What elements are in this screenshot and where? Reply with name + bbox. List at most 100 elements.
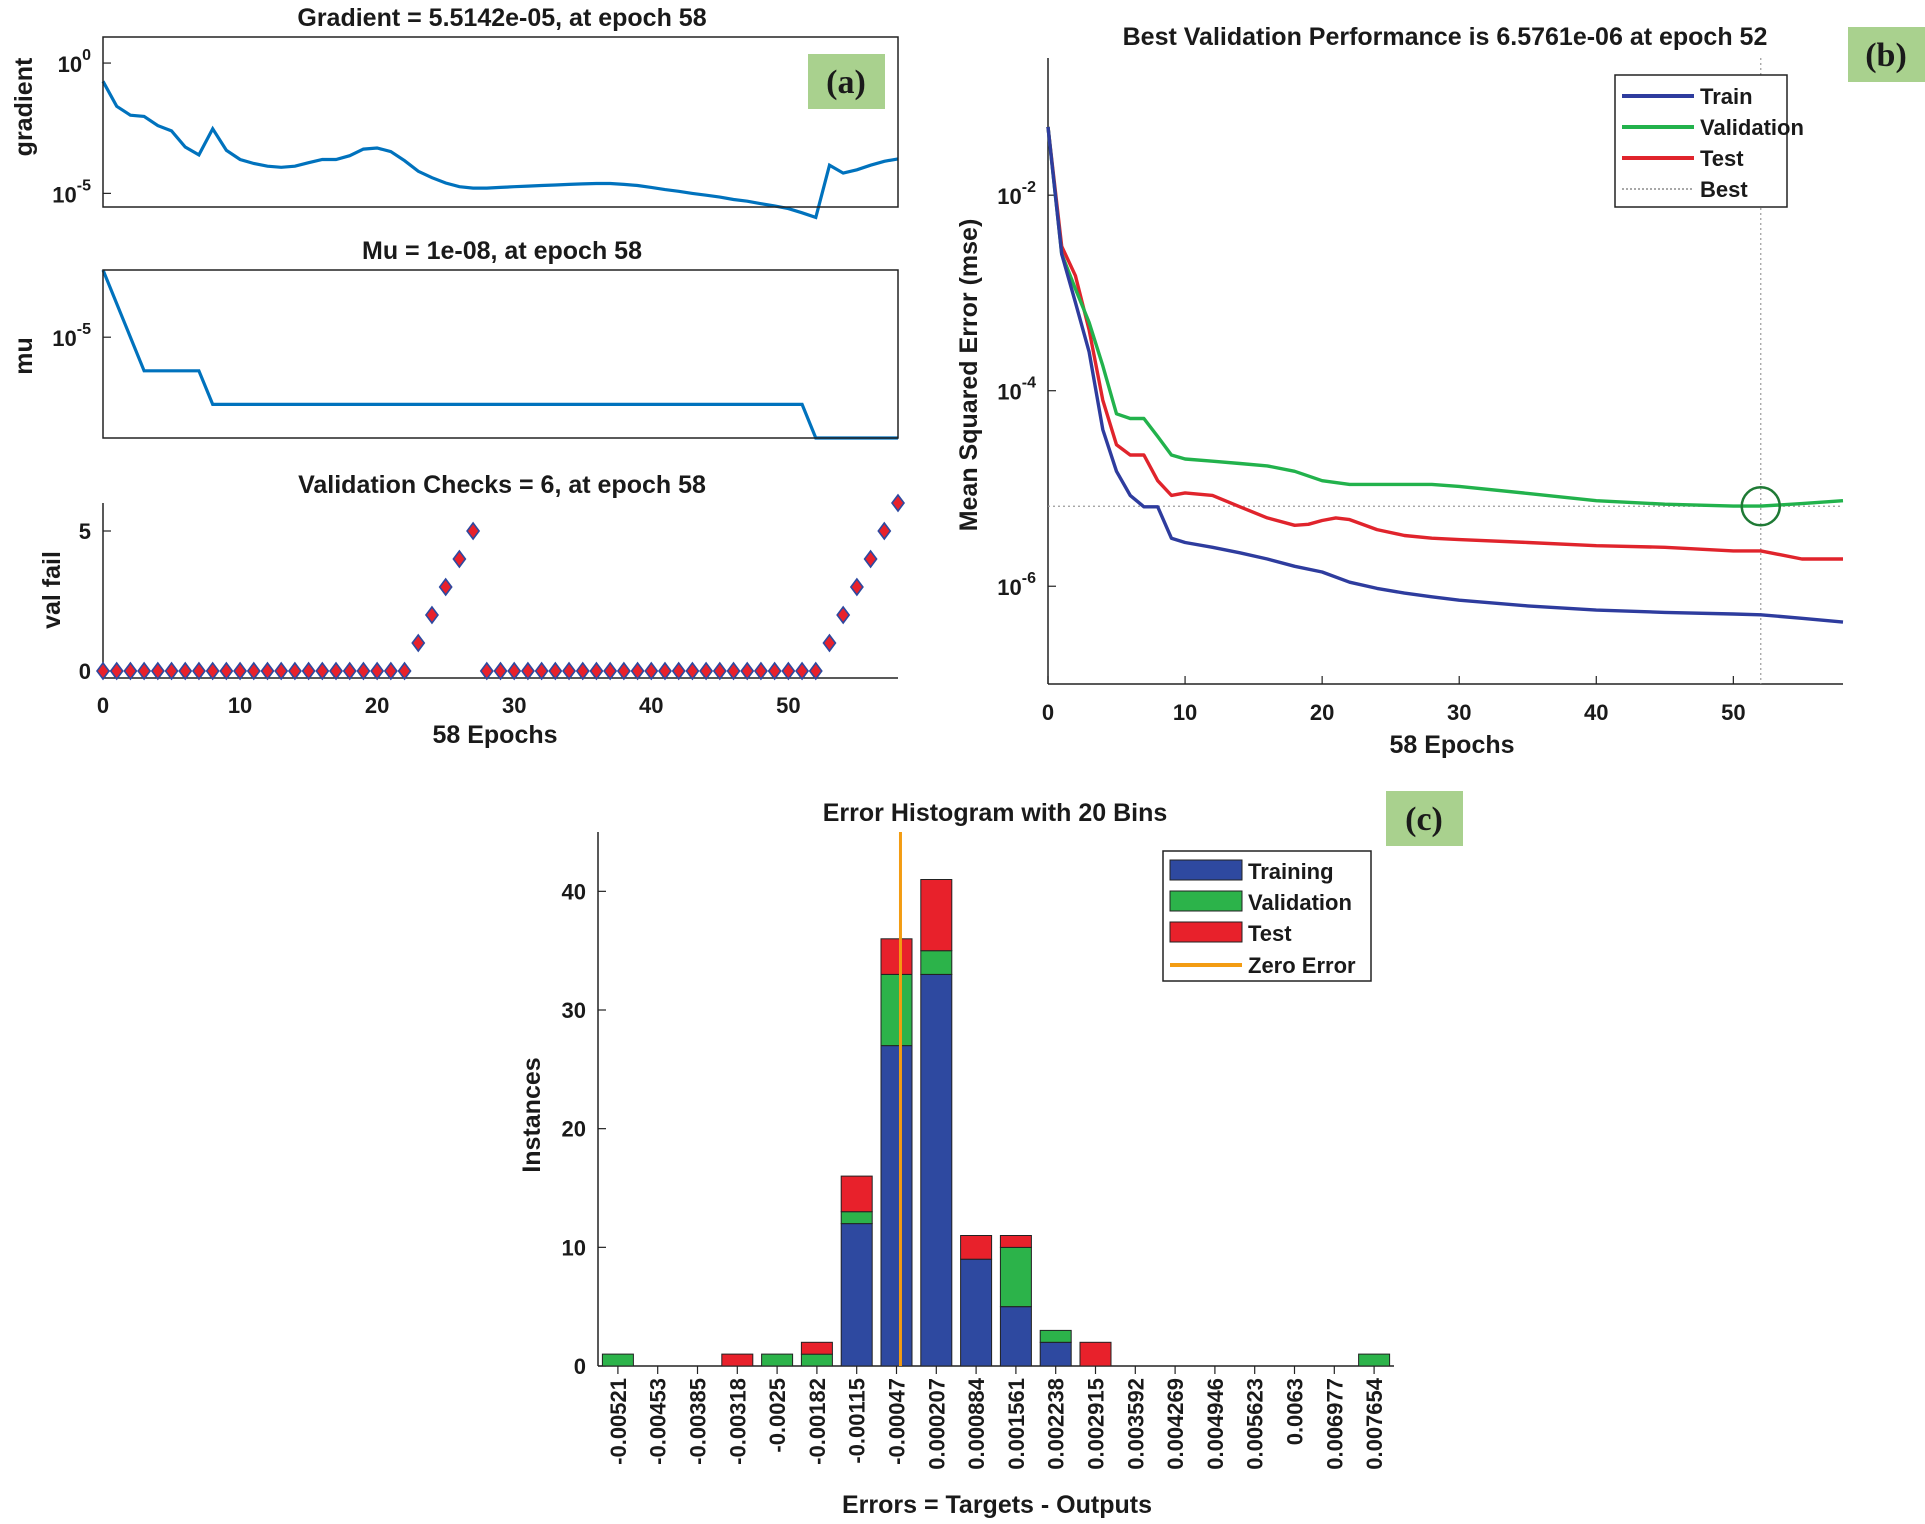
histogram-bar-test	[960, 1235, 993, 1260]
valchecks-marker	[233, 661, 248, 681]
valchecks-marker	[589, 661, 604, 681]
legend-validation-label-hist: Validation	[1248, 890, 1352, 915]
legend-training-swatch	[1169, 859, 1243, 881]
performance-ytick-label-0: 10-2	[997, 179, 1036, 209]
valchecks-marker	[795, 661, 810, 681]
performance-series-test	[1046, 126, 1843, 561]
valchecks-chart: Validation Checks = 6, at epoch 58 val f…	[38, 471, 905, 749]
valchecks-marker	[466, 521, 481, 541]
performance-xtick-label-0: 0	[1042, 700, 1054, 725]
histogram-ytick-label-0: 0	[574, 1354, 586, 1379]
histogram-xtick-label: 0.005623	[1243, 1378, 1268, 1470]
valchecks-marker	[685, 661, 700, 681]
histogram-ylabel: Instances	[518, 1057, 546, 1172]
performance-xtick-label-2: 20	[1310, 700, 1334, 725]
valchecks-title: Validation Checks = 6, at epoch 58	[298, 471, 706, 499]
gradient-ylabel: gradient	[10, 57, 38, 156]
valchecks-marker	[96, 661, 110, 681]
histogram-bar-test	[1079, 1341, 1112, 1367]
valchecks-marker	[383, 661, 398, 681]
histogram-bar-validation	[920, 950, 953, 975]
histogram-xtick-label: 0.006977	[1322, 1378, 1347, 1470]
mu-ytick-label-0: 10-5	[52, 321, 91, 351]
valchecks-marker	[164, 661, 179, 681]
performance-chart: Best Validation Performance is 6.5761e-0…	[955, 23, 1844, 759]
valchecks-marker	[274, 661, 289, 681]
histogram-bar-training	[999, 1306, 1032, 1367]
valchecks-marker	[137, 661, 152, 681]
mu-title: Mu = 1e-08, at epoch 58	[362, 237, 642, 265]
valchecks-marker	[191, 661, 206, 681]
histogram-ytick-label-3: 30	[562, 998, 586, 1023]
legend-test-label: Test	[1700, 146, 1744, 171]
histogram-xtick-label: -0.00182	[805, 1378, 830, 1465]
valchecks-marker	[630, 661, 645, 681]
valchecks-marker	[246, 661, 261, 681]
valchecks-marker	[548, 661, 563, 681]
mu-axes-box	[102, 269, 899, 439]
histogram-bar-validation	[761, 1353, 794, 1367]
histogram-xtick-label: -0.00385	[686, 1378, 711, 1465]
legend-validation-label: Validation	[1700, 115, 1804, 140]
valchecks-marker	[260, 661, 275, 681]
valchecks-marker	[767, 661, 782, 681]
valchecks-marker	[205, 661, 220, 681]
badge-b-box	[1848, 27, 1925, 82]
histogram-bar-training	[1039, 1341, 1072, 1367]
valchecks-marker	[150, 661, 165, 681]
histogram-bar-test	[800, 1341, 833, 1355]
histogram-xtick-label: 0.0063	[1283, 1378, 1308, 1445]
histogram-legend: Training Validation Test Zero Error	[1162, 850, 1372, 982]
gradient-title: Gradient = 5.5142e-05, at epoch 58	[297, 4, 706, 32]
performance-xtick-label-5: 50	[1721, 700, 1745, 725]
valchecks-marker	[342, 661, 357, 681]
performance-ytick-label-1: 10-4	[997, 375, 1036, 405]
valchecks-marker	[603, 661, 618, 681]
valchecks-marker	[397, 661, 412, 681]
valchecks-marker	[411, 633, 426, 653]
valchecks-marker	[534, 661, 549, 681]
valchecks-marker	[562, 661, 577, 681]
gradient-ytick-label-0: 100	[58, 47, 91, 77]
histogram-title: Error Histogram with 20 Bins	[823, 799, 1168, 827]
histogram-bar-validation	[1358, 1353, 1391, 1367]
histogram-ytick-label-4: 40	[562, 879, 586, 904]
histogram-xtick-label: 0.004946	[1203, 1378, 1228, 1470]
histogram-xtick-label: 0.002915	[1084, 1378, 1109, 1470]
valchecks-marker	[329, 661, 344, 681]
valchecks-marker	[657, 661, 672, 681]
performance-xlabel: 58 Epochs	[1389, 731, 1514, 759]
valchecks-marker	[726, 661, 741, 681]
valchecks-xtick-label-1: 10	[228, 693, 252, 718]
valchecks-marker	[178, 661, 193, 681]
valchecks-marker	[849, 577, 864, 597]
valchecks-marker	[712, 661, 727, 681]
valchecks-marker	[507, 661, 522, 681]
badge-c-label: (c)	[1405, 801, 1443, 838]
histogram-bar-validation	[1039, 1329, 1072, 1343]
histogram-xtick-label: 0.001561	[1004, 1378, 1029, 1470]
valchecks-marker	[452, 549, 467, 569]
valchecks-marker	[644, 661, 659, 681]
histogram-bar-validation	[999, 1246, 1032, 1308]
legend-test-label-hist: Test	[1248, 921, 1292, 946]
valchecks-marker	[315, 661, 330, 681]
histogram-xlabel: Errors = Targets - Outputs	[842, 1491, 1152, 1519]
histogram-xtick-label: -0.00521	[606, 1378, 631, 1465]
legend-zero-error-label: Zero Error	[1248, 953, 1356, 978]
valchecks-marker	[877, 521, 892, 541]
valchecks-marker	[808, 661, 823, 681]
legend-validation-swatch-hist	[1169, 890, 1243, 912]
valchecks-xtick-label-0: 0	[97, 693, 109, 718]
legend-best-label: Best	[1700, 177, 1748, 202]
valchecks-marker	[219, 661, 234, 681]
valchecks-marker	[822, 633, 837, 653]
mu-chart: Mu = 1e-08, at epoch 58 mu 10-5	[10, 237, 899, 440]
valchecks-marker	[753, 661, 768, 681]
gradient-ytick-label-1: 10-5	[52, 177, 91, 207]
valchecks-ylabel: val fail	[38, 551, 66, 629]
valchecks-marker	[356, 661, 371, 681]
performance-ytick-label-2: 10-6	[997, 570, 1036, 600]
legend-training-label: Training	[1248, 859, 1334, 884]
badge-a-label: (a)	[826, 64, 866, 101]
